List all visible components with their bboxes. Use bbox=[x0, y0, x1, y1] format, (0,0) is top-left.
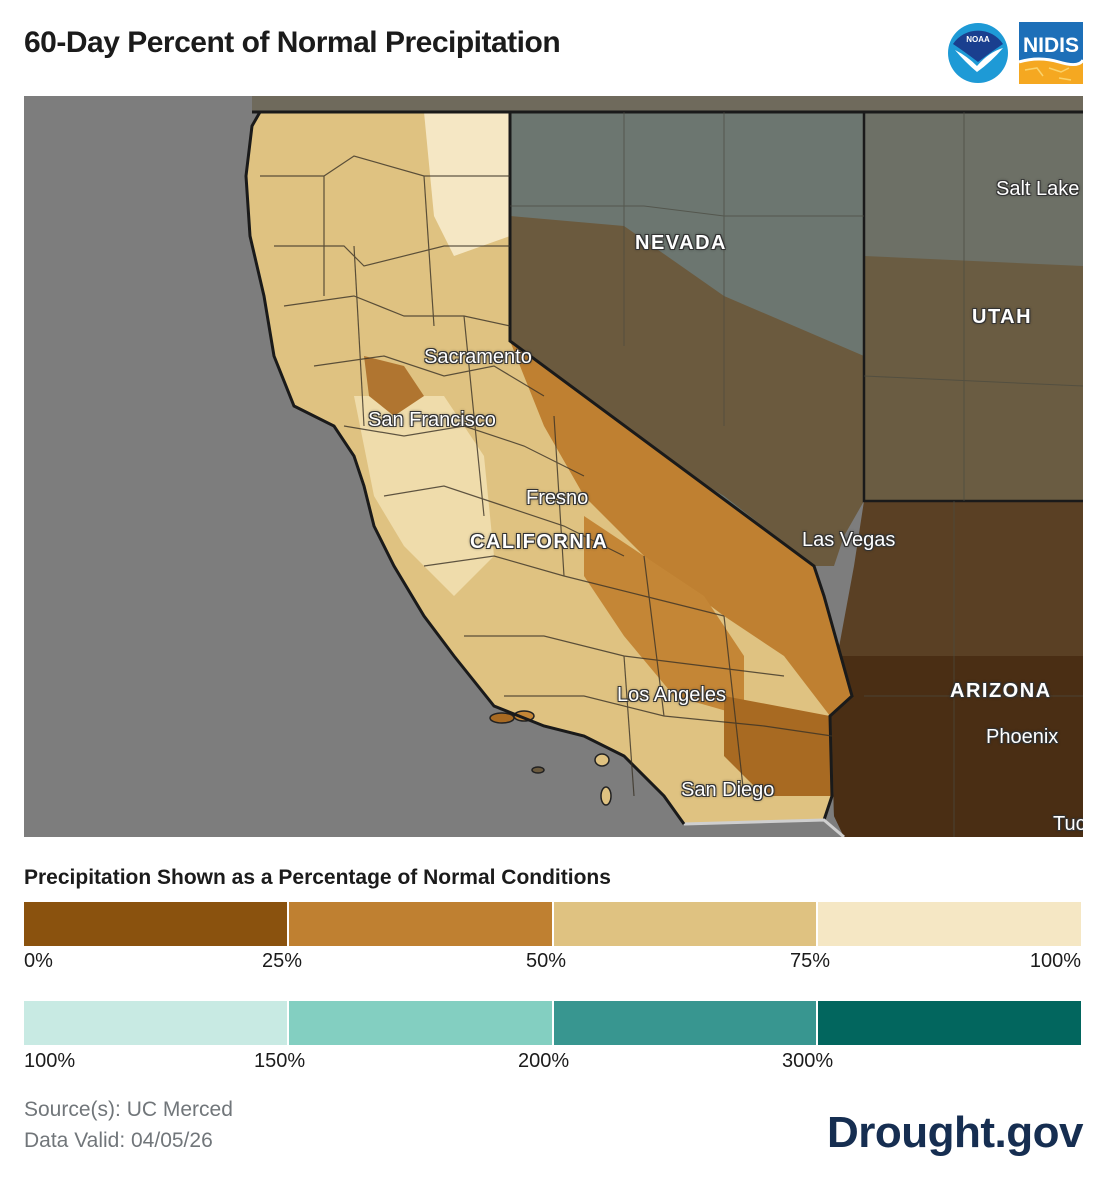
page-title: 60-Day Percent of Normal Precipitation bbox=[24, 26, 561, 59]
tick-label: 200% bbox=[518, 1050, 570, 1072]
wet-swatch-100-150 bbox=[24, 1001, 289, 1045]
tick-label: 25% bbox=[262, 950, 303, 972]
dry-swatch-25-50 bbox=[288, 902, 554, 946]
dry-swatch-75-100 bbox=[818, 902, 1081, 946]
drought-gov-brand[interactable]: Drought.gov bbox=[826, 1108, 1084, 1157]
dry-scale-bar bbox=[24, 902, 1081, 946]
footer-source: Source(s): UC Merced Data Valid: 04/05/2… bbox=[24, 1094, 233, 1156]
dry-swatch-0-25 bbox=[24, 902, 289, 946]
noaa-logo-icon: NOAA bbox=[948, 23, 1008, 83]
precipitation-map[interactable]: NEVADA UTAH CALIFORNIA ARIZONA Salt Lake… bbox=[24, 96, 1083, 837]
dry-scale-ticks: 0% 25% 50% 75% 100% bbox=[24, 950, 1081, 976]
label-san-francisco: San Francisco bbox=[368, 409, 496, 431]
legend-title: Precipitation Shown as a Percentage of N… bbox=[24, 866, 611, 889]
source-text: Source(s): UC Merced bbox=[24, 1098, 233, 1121]
label-salt-lake: Salt Lake bbox=[996, 178, 1080, 200]
label-sacramento: Sacramento bbox=[424, 346, 532, 368]
dry-swatch-50-75 bbox=[553, 902, 819, 946]
svg-text:NOAA: NOAA bbox=[966, 35, 990, 44]
svg-text:NIDIS: NIDIS bbox=[1023, 34, 1079, 57]
tick-label: 50% bbox=[526, 950, 567, 972]
wet-swatch-150-200 bbox=[288, 1001, 554, 1045]
label-utah: UTAH bbox=[972, 306, 1033, 328]
label-las-vegas: Las Vegas bbox=[802, 529, 896, 551]
map-canvas bbox=[24, 96, 1083, 837]
label-nevada: NEVADA bbox=[635, 232, 727, 254]
label-tucson: Tuc bbox=[1053, 813, 1083, 835]
nidis-logo-icon: NIDIS bbox=[1019, 22, 1083, 84]
label-phoenix: Phoenix bbox=[986, 726, 1059, 748]
label-los-angeles: Los Angeles bbox=[617, 684, 726, 706]
label-fresno: Fresno bbox=[526, 487, 589, 509]
logo-group: NOAA NIDIS bbox=[947, 22, 1083, 84]
label-san-diego: San Diego bbox=[681, 779, 775, 801]
tick-label: 100% bbox=[1029, 950, 1081, 972]
wet-swatch-300-plus bbox=[818, 1001, 1081, 1045]
tick-label: 0% bbox=[24, 950, 53, 972]
wet-scale-ticks: 100% 150% 200% 300% bbox=[24, 1050, 1081, 1076]
tick-label: 300% bbox=[782, 1050, 834, 1072]
tick-label: 75% bbox=[790, 950, 831, 972]
tick-label: 150% bbox=[254, 1050, 306, 1072]
label-arizona: ARIZONA bbox=[950, 680, 1052, 702]
tick-label: 100% bbox=[24, 1050, 76, 1072]
data-valid-text: Data Valid: 04/05/26 bbox=[24, 1129, 213, 1152]
wet-swatch-200-300 bbox=[553, 1001, 819, 1045]
wet-scale-bar bbox=[24, 1001, 1081, 1045]
label-california: CALIFORNIA bbox=[470, 531, 609, 553]
